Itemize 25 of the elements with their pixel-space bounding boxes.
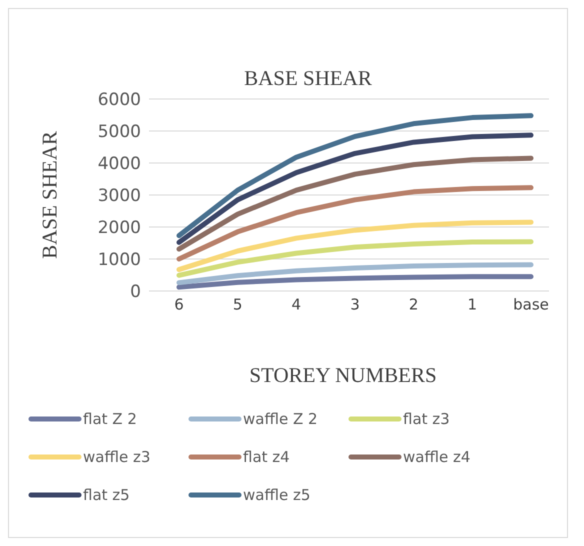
y-tick-label: 0 bbox=[130, 282, 141, 302]
legend-label: flat z4 bbox=[243, 448, 290, 466]
y-tick-label: 6000 bbox=[98, 90, 141, 110]
legend-label: waffle z4 bbox=[403, 448, 470, 466]
legend-label: flat Z 2 bbox=[83, 410, 137, 428]
x-tick-label: 5 bbox=[232, 296, 242, 314]
x-tick-label: 3 bbox=[350, 296, 360, 314]
y-tick-label: 2000 bbox=[98, 218, 141, 238]
x-tick-label: 6 bbox=[174, 296, 184, 314]
x-tick-label: 2 bbox=[408, 296, 418, 314]
legend-label: waffle Z 2 bbox=[243, 410, 318, 428]
legend-label: flat z3 bbox=[403, 410, 450, 428]
y-tick-label: 4000 bbox=[98, 154, 141, 174]
legend-label: waffle z5 bbox=[243, 486, 310, 504]
x-tick-label: 1 bbox=[468, 296, 478, 314]
y-tick-label: 3000 bbox=[98, 186, 141, 206]
legend-label: waffle z3 bbox=[83, 448, 150, 466]
x-axis-title: STOREY NUMBERS bbox=[248, 363, 438, 388]
chart-title: BASE SHEAR bbox=[243, 66, 373, 91]
x-tick-label: base bbox=[513, 296, 549, 314]
y-tick-label: 1000 bbox=[98, 250, 141, 270]
y-tick-label: 5000 bbox=[98, 122, 141, 142]
legend-label: flat z5 bbox=[83, 486, 130, 504]
x-tick-label: 4 bbox=[292, 296, 302, 314]
y-axis-title: BASE SHEAR bbox=[37, 131, 62, 259]
